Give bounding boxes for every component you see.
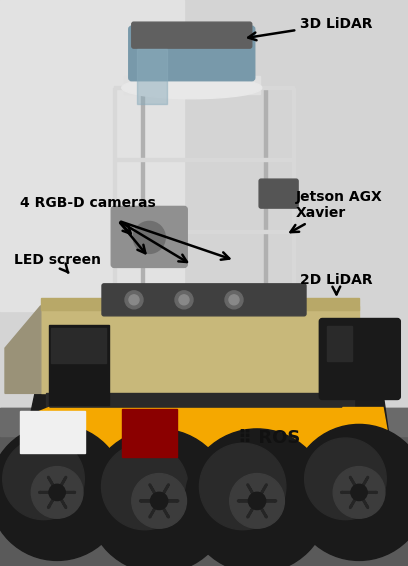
- FancyArrowPatch shape: [48, 477, 66, 508]
- Circle shape: [179, 295, 189, 305]
- Bar: [137, 49, 167, 104]
- Bar: [114, 230, 294, 233]
- Bar: [114, 304, 294, 307]
- FancyBboxPatch shape: [102, 284, 306, 316]
- Bar: [0, 408, 408, 566]
- FancyArrowPatch shape: [341, 492, 377, 493]
- FancyArrowPatch shape: [48, 477, 66, 508]
- Circle shape: [305, 438, 386, 520]
- Bar: [141, 88, 144, 306]
- FancyArrowPatch shape: [341, 492, 377, 493]
- FancyBboxPatch shape: [319, 319, 400, 400]
- Text: 4 RGB-D cameras: 4 RGB-D cameras: [20, 196, 156, 209]
- FancyArrowPatch shape: [350, 477, 368, 508]
- FancyArrowPatch shape: [350, 477, 368, 508]
- Bar: [327, 327, 353, 362]
- Circle shape: [87, 429, 231, 566]
- Text: 2D LiDAR: 2D LiDAR: [300, 273, 373, 294]
- Bar: [20, 411, 85, 453]
- Circle shape: [3, 438, 84, 520]
- Circle shape: [151, 492, 168, 509]
- FancyArrowPatch shape: [150, 484, 169, 517]
- Text: Jetson AGX
Xavier: Jetson AGX Xavier: [290, 190, 383, 232]
- FancyBboxPatch shape: [129, 26, 255, 81]
- Bar: [0, 0, 408, 408]
- Circle shape: [291, 424, 408, 560]
- Circle shape: [125, 291, 143, 309]
- FancyBboxPatch shape: [132, 22, 252, 48]
- Circle shape: [333, 466, 385, 518]
- Circle shape: [351, 484, 367, 500]
- Bar: [264, 88, 267, 306]
- Bar: [0, 0, 184, 311]
- FancyArrowPatch shape: [150, 484, 169, 517]
- Bar: [114, 158, 294, 161]
- Circle shape: [129, 295, 139, 305]
- Circle shape: [229, 295, 239, 305]
- Circle shape: [185, 429, 329, 566]
- FancyArrowPatch shape: [248, 484, 266, 517]
- Bar: [113, 88, 116, 306]
- Bar: [292, 88, 295, 306]
- FancyArrowPatch shape: [40, 492, 75, 493]
- Circle shape: [49, 484, 65, 500]
- FancyArrowPatch shape: [238, 500, 276, 501]
- Text: LED screen: LED screen: [14, 254, 101, 273]
- Circle shape: [248, 492, 266, 509]
- Polygon shape: [20, 393, 393, 464]
- FancyArrowPatch shape: [140, 500, 178, 501]
- Bar: [41, 306, 359, 393]
- FancyArrowPatch shape: [248, 484, 266, 517]
- Circle shape: [132, 474, 186, 528]
- Text: ⠿ ROS: ⠿ ROS: [238, 428, 300, 447]
- Polygon shape: [5, 306, 41, 393]
- Text: 3D LiDAR: 3D LiDAR: [248, 17, 373, 40]
- FancyBboxPatch shape: [111, 207, 187, 267]
- Circle shape: [200, 443, 286, 530]
- Ellipse shape: [122, 77, 262, 98]
- Circle shape: [133, 221, 165, 254]
- Bar: [46, 393, 354, 408]
- Circle shape: [31, 466, 83, 518]
- Circle shape: [175, 291, 193, 309]
- Bar: [49, 408, 359, 464]
- Polygon shape: [343, 408, 393, 464]
- Bar: [41, 298, 359, 310]
- Circle shape: [102, 443, 188, 530]
- Bar: [114, 86, 294, 89]
- Circle shape: [225, 291, 243, 309]
- Bar: [122, 409, 177, 457]
- Circle shape: [230, 474, 284, 528]
- FancyArrowPatch shape: [140, 500, 178, 501]
- Bar: [51, 328, 106, 363]
- Bar: [49, 325, 109, 405]
- FancyArrowPatch shape: [238, 500, 276, 501]
- FancyArrowPatch shape: [40, 492, 75, 493]
- Circle shape: [0, 424, 125, 560]
- FancyBboxPatch shape: [259, 179, 298, 208]
- Bar: [0, 408, 408, 436]
- Bar: [124, 76, 260, 94]
- Polygon shape: [20, 408, 49, 464]
